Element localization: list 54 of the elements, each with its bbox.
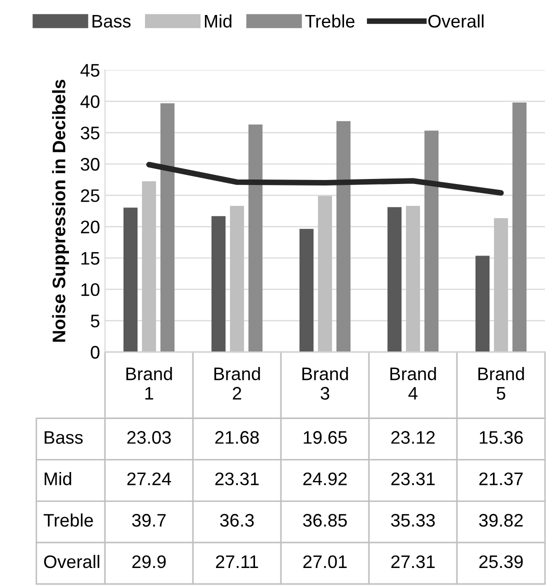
data-label: 39.82 <box>479 514 523 527</box>
data-label: 23.31 <box>391 472 435 486</box>
legend-label: Treble <box>305 14 354 28</box>
bar <box>475 256 490 352</box>
data-label: 27.31 <box>391 555 435 568</box>
y-tick-label: 15 <box>81 252 100 265</box>
x-tick-label: Brand 3 <box>302 367 348 400</box>
text: Treble <box>44 513 93 527</box>
x-tick-label: Brand 5 <box>478 367 524 400</box>
bar <box>211 216 226 352</box>
text: Mid <box>44 472 72 486</box>
text: Bass <box>44 431 83 444</box>
data-label: 27.24 <box>127 472 172 486</box>
bar <box>248 124 263 352</box>
data-label: 15.36 <box>480 431 523 444</box>
data-label: 21.68 <box>215 431 259 444</box>
y-tick-label: 45 <box>80 64 100 77</box>
bar <box>336 121 351 352</box>
data-label: 19.65 <box>304 431 347 444</box>
data-label: 23.31 <box>215 472 259 486</box>
bar <box>512 102 527 352</box>
y-axis-title: Noise Suppression in Decibels <box>52 80 69 342</box>
y-tick-label: 30 <box>80 158 100 171</box>
legend-label: Overall <box>428 14 484 28</box>
x-tick-label: Brand 4 <box>390 367 436 400</box>
x-tick-label: Brand 1 <box>126 367 172 400</box>
x-tick-label: Brand 2 <box>214 367 260 400</box>
bar <box>123 208 138 352</box>
data-label: 27.11 <box>216 555 258 568</box>
y-tick-label: 10 <box>81 283 100 296</box>
y-tick-label: 25 <box>80 189 100 202</box>
legend-label: Mid <box>204 14 232 28</box>
text: Overall <box>44 554 100 568</box>
bar <box>387 207 402 352</box>
y-tick-label: 5 <box>90 314 100 328</box>
data-label: 23.03 <box>127 431 171 444</box>
data-label: 25.39 <box>479 555 523 568</box>
bar <box>299 228 314 352</box>
y-tick-label: 0 <box>90 346 100 359</box>
data-label: 24.92 <box>303 472 347 486</box>
y-tick-label: 20 <box>80 220 100 234</box>
data-label: 29.9 <box>132 555 166 568</box>
data-label: 36.3 <box>220 514 254 527</box>
data-label: 35.33 <box>391 514 435 527</box>
bar <box>424 130 439 352</box>
bar <box>160 103 175 352</box>
y-tick-label: 35 <box>80 126 100 140</box>
legend-label: Bass <box>92 15 131 28</box>
data-label: 36.85 <box>303 514 347 527</box>
data-label: 27.01 <box>303 555 347 568</box>
data-label: 39.7 <box>132 514 166 527</box>
data-label: 21.37 <box>479 472 523 486</box>
y-tick-label: 40 <box>80 95 100 108</box>
data-label: 23.12 <box>391 431 435 444</box>
